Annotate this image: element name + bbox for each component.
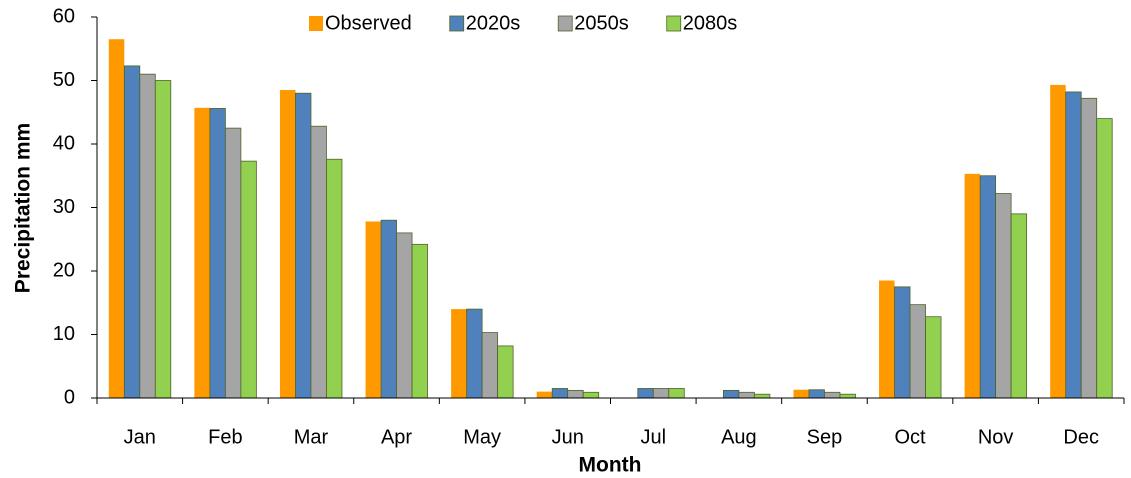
bar (536, 391, 553, 398)
y-tick-label: 50 (53, 69, 75, 91)
bar (108, 39, 125, 398)
x-tick-label: Dec (1063, 426, 1099, 448)
bar (925, 316, 942, 399)
legend-label: 2050s (574, 12, 629, 34)
bar (295, 92, 312, 399)
x-tick-label: Nov (978, 426, 1014, 448)
bar (582, 391, 600, 399)
x-tick-label: Apr (381, 426, 412, 448)
bar (1050, 84, 1066, 398)
bar (894, 286, 911, 399)
bar (995, 193, 1012, 399)
bar (209, 108, 226, 399)
bar (979, 175, 997, 399)
bar (310, 125, 327, 399)
bar (567, 389, 584, 399)
bar (224, 127, 242, 399)
legend-label: 2080s (683, 12, 738, 34)
bar (365, 221, 382, 398)
x-tick-label: Feb (208, 426, 242, 448)
x-tick-label: Jan (124, 426, 156, 448)
bar (240, 160, 257, 399)
x-axis-title: Month (579, 454, 642, 477)
bar (396, 232, 413, 399)
bar (139, 73, 156, 399)
legend-swatch (449, 15, 465, 32)
bar (1080, 97, 1098, 399)
y-tick-label: 30 (53, 196, 75, 218)
bar (123, 65, 141, 399)
bar (1096, 118, 1113, 399)
bar (497, 345, 514, 399)
y-tick-label: 20 (53, 259, 75, 281)
bar (879, 280, 895, 398)
legend-swatch (666, 15, 682, 32)
bar (154, 80, 172, 399)
bar (637, 388, 654, 399)
y-tick-label: 60 (53, 5, 75, 27)
legend-swatch (557, 15, 573, 32)
legend-label: Observed (325, 12, 412, 34)
legend-swatch (309, 16, 323, 31)
bar (481, 332, 499, 399)
bar (808, 389, 825, 399)
bar (668, 388, 685, 399)
bar (738, 391, 755, 399)
bar (964, 173, 981, 398)
bar (279, 90, 296, 399)
bar (326, 158, 343, 399)
bar (411, 243, 428, 399)
x-tick-label: May (463, 426, 501, 448)
y-tick-label: 40 (53, 132, 75, 154)
legend-label: 2020s (466, 12, 521, 34)
bar (194, 107, 210, 399)
bar (451, 309, 467, 398)
bar (793, 389, 809, 398)
y-tick-label: 10 (53, 323, 75, 345)
bar (909, 304, 926, 399)
bar (722, 389, 740, 399)
bar (551, 388, 569, 399)
bar (1065, 91, 1082, 399)
x-tick-label: Jul (641, 426, 667, 448)
y-tick-label: 0 (64, 386, 75, 408)
y-axis-title: Precipitation mm (12, 123, 35, 293)
x-tick-label: Jun (552, 426, 584, 448)
bar (466, 308, 483, 399)
bar (824, 391, 841, 399)
x-tick-label: Oct (894, 426, 926, 448)
bar (380, 219, 397, 399)
bar (1010, 213, 1028, 399)
x-tick-label: Aug (721, 426, 757, 448)
bar (839, 393, 856, 399)
bar (652, 388, 670, 399)
x-tick-label: Sep (807, 426, 843, 448)
x-tick-label: Mar (294, 426, 329, 448)
bar (753, 393, 771, 399)
